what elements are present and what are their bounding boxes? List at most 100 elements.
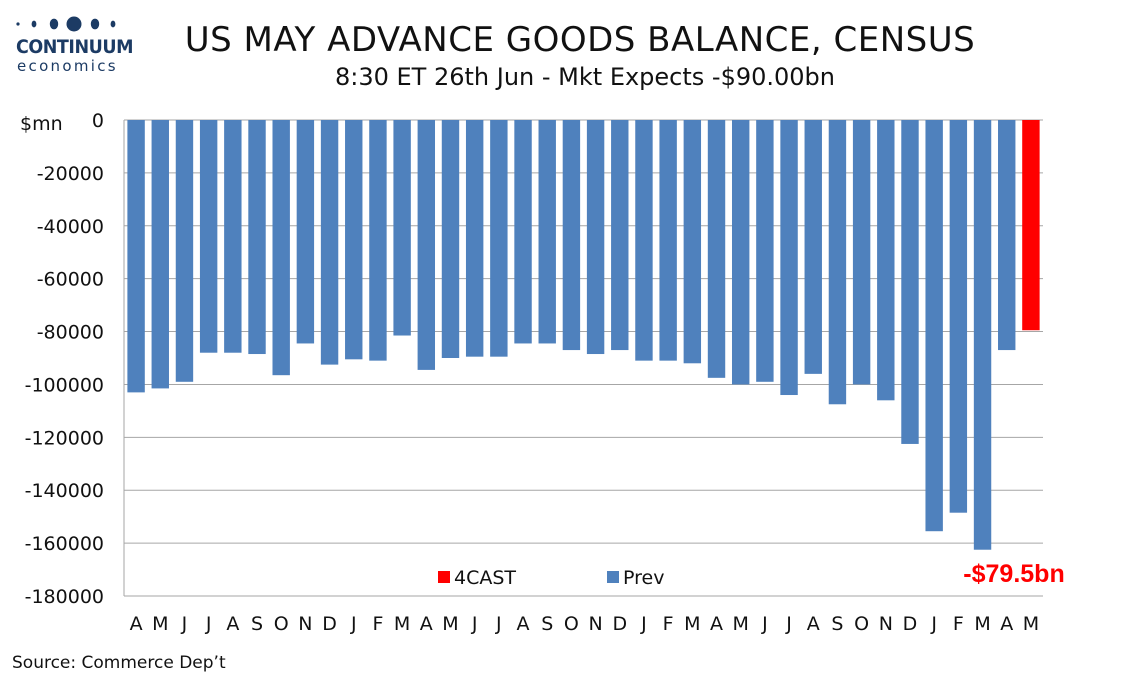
bar-prev-33 bbox=[925, 120, 943, 532]
bar-prev-30 bbox=[852, 120, 871, 385]
bar-prev-10 bbox=[369, 120, 387, 361]
legend-label-4cast: 4CAST bbox=[454, 567, 516, 589]
legend: 4CAST Prev bbox=[438, 567, 664, 589]
bar-prev-28 bbox=[804, 120, 822, 374]
x-tick-label: A bbox=[517, 613, 530, 635]
x-tick-label: A bbox=[807, 613, 820, 635]
bar-prev-23 bbox=[683, 120, 702, 364]
legend-swatch-4cast bbox=[438, 571, 450, 583]
bar-prev-7 bbox=[296, 120, 315, 344]
x-tick-label: S bbox=[831, 613, 843, 635]
x-tick-label: S bbox=[251, 613, 263, 635]
x-tick-label: M bbox=[152, 613, 168, 635]
bar-prev-2 bbox=[175, 120, 194, 382]
logo-dots bbox=[16, 16, 116, 32]
x-tick-label: M bbox=[732, 613, 748, 635]
x-tick-label: J bbox=[471, 613, 478, 635]
x-tick-label: M bbox=[684, 613, 700, 635]
bar-prev-11 bbox=[393, 120, 411, 336]
y-tick-label: -180000 bbox=[25, 586, 104, 608]
bar-prev-20 bbox=[611, 120, 629, 351]
legend-swatch-prev bbox=[607, 571, 619, 583]
bar-prev-18 bbox=[562, 120, 581, 351]
x-tick-label: M bbox=[974, 613, 990, 635]
x-tick-label: O bbox=[854, 613, 869, 635]
bar-4cast-37 bbox=[1022, 120, 1040, 331]
y-axis-label: $mn bbox=[20, 113, 63, 135]
bar-prev-25 bbox=[731, 120, 750, 385]
y-tick-label: -120000 bbox=[25, 427, 104, 449]
bar-prev-17 bbox=[538, 120, 556, 344]
logo-name: CONTINUUM bbox=[16, 36, 134, 58]
bar-prev-14 bbox=[465, 120, 484, 357]
bars bbox=[127, 120, 1040, 550]
bar-prev-26 bbox=[756, 120, 774, 382]
y-tick-label: 0 bbox=[92, 110, 104, 132]
bar-prev-5 bbox=[248, 120, 266, 355]
x-tick-label: J bbox=[640, 613, 647, 635]
bar-prev-24 bbox=[707, 120, 726, 378]
chart-subtitle: 8:30 ET 26th Jun - Mkt Expects -$90.00bn bbox=[334, 63, 835, 91]
x-tick-label: A bbox=[226, 613, 239, 635]
x-tick-label: A bbox=[710, 613, 723, 635]
bar-prev-12 bbox=[417, 120, 436, 370]
bar-prev-31 bbox=[877, 120, 895, 401]
x-tick-label: F bbox=[953, 613, 964, 635]
y-tick-label: -100000 bbox=[25, 374, 104, 396]
bar-prev-29 bbox=[828, 120, 847, 405]
bar-prev-16 bbox=[514, 120, 532, 344]
x-tick-label: N bbox=[298, 613, 312, 635]
bar-prev-3 bbox=[199, 120, 218, 353]
x-tick-label: O bbox=[274, 613, 289, 635]
bar-prev-34 bbox=[949, 120, 968, 513]
y-tick-label: -160000 bbox=[25, 533, 104, 555]
logo: CONTINUUM economics bbox=[12, 14, 142, 75]
bar-prev-19 bbox=[586, 120, 605, 355]
y-tick-label: -40000 bbox=[37, 216, 104, 238]
x-tick-label: J bbox=[785, 613, 792, 635]
x-tick-label: F bbox=[663, 613, 674, 635]
x-tick-label: J bbox=[350, 613, 357, 635]
x-tick-label: D bbox=[612, 613, 627, 635]
chart-title: US MAY ADVANCE GOODS BALANCE, CENSUS bbox=[184, 20, 976, 60]
forecast-annotation: -$79.5bn bbox=[963, 560, 1064, 588]
legend-label-prev: Prev bbox=[623, 567, 664, 589]
source-note: Source: Commerce Dep’t bbox=[12, 653, 226, 673]
x-tick-label: J bbox=[205, 613, 212, 635]
x-tick-label: M bbox=[442, 613, 458, 635]
bar-prev-27 bbox=[780, 120, 798, 396]
bar-prev-32 bbox=[901, 120, 919, 444]
bar-prev-22 bbox=[659, 120, 677, 361]
x-tick-label: N bbox=[588, 613, 602, 635]
x-tick-label: J bbox=[181, 613, 188, 635]
x-tick-label: A bbox=[130, 613, 143, 635]
y-axis-ticks: 0 -20000 -40000 -60000 -80000 -100000 -120000 -… bbox=[25, 110, 104, 608]
bar-prev-21 bbox=[635, 120, 653, 361]
y-tick-label: -140000 bbox=[25, 480, 104, 502]
x-tick-label: O bbox=[564, 613, 579, 635]
x-tick-label: D bbox=[903, 613, 918, 635]
bar-prev-15 bbox=[490, 120, 508, 357]
bar-prev-1 bbox=[151, 120, 169, 389]
x-tick-label: M bbox=[1023, 613, 1039, 635]
x-tick-label: J bbox=[761, 613, 768, 635]
bar-prev-4 bbox=[224, 120, 242, 353]
logo-sub: economics bbox=[17, 57, 118, 75]
bar-prev-0 bbox=[127, 120, 145, 393]
x-tick-label: N bbox=[879, 613, 893, 635]
bar-prev-9 bbox=[345, 120, 363, 360]
bar-prev-35 bbox=[973, 120, 992, 550]
bar-prev-36 bbox=[998, 120, 1016, 351]
bar-prev-13 bbox=[441, 120, 460, 358]
x-tick-label: F bbox=[372, 613, 383, 635]
x-tick-label: A bbox=[420, 613, 433, 635]
y-tick-label: -60000 bbox=[37, 269, 104, 291]
x-tick-label: M bbox=[394, 613, 410, 635]
x-tick-label: A bbox=[1000, 613, 1013, 635]
x-tick-label: J bbox=[495, 613, 502, 635]
y-tick-label: -80000 bbox=[37, 322, 104, 344]
x-tick-label: J bbox=[930, 613, 937, 635]
bar-prev-6 bbox=[272, 120, 290, 376]
